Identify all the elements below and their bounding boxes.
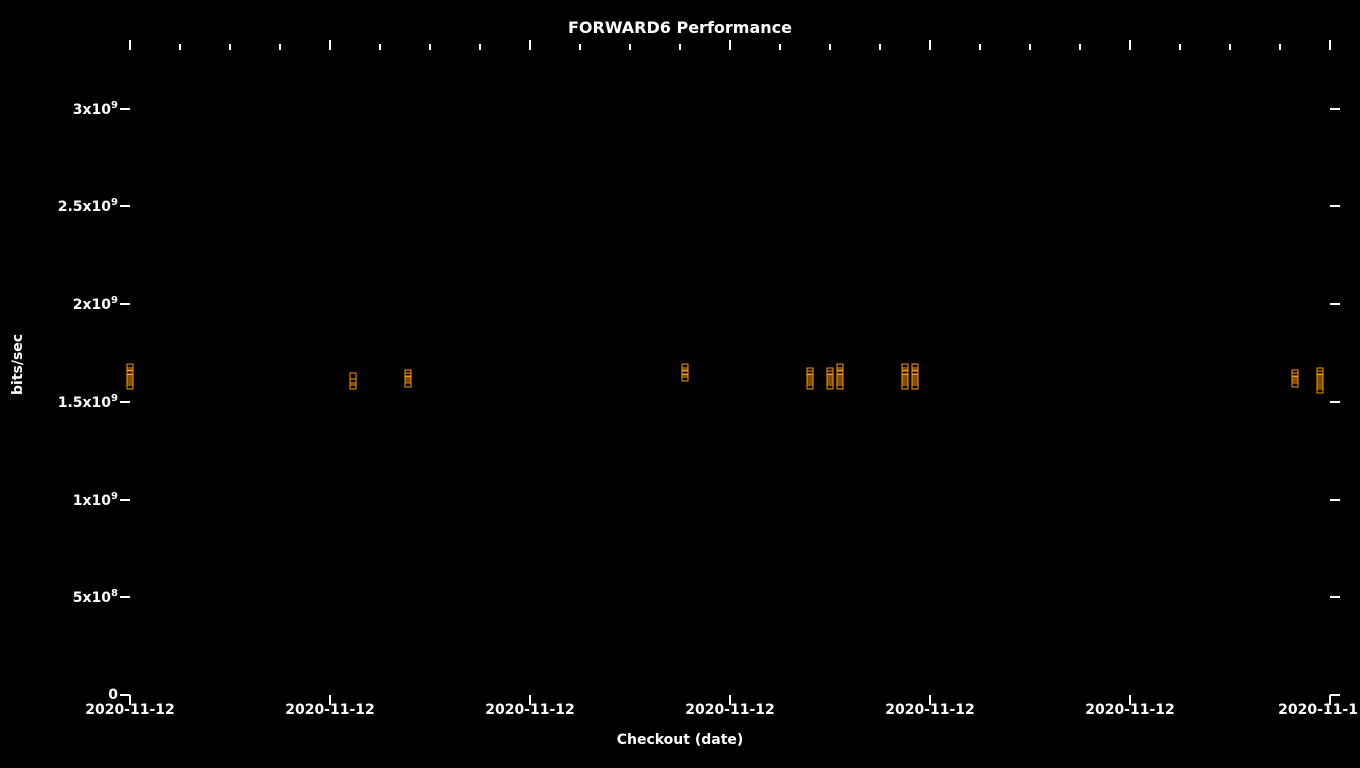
xtick-top-minor — [1079, 44, 1081, 50]
xtick-top-minor — [1279, 44, 1281, 50]
ytick-label: 1x109 — [18, 491, 118, 509]
scatter-marker — [127, 383, 134, 390]
xtick-top-minor — [479, 44, 481, 50]
ytick-left — [120, 108, 130, 110]
xtick-label: 2020-11-12 — [285, 702, 375, 718]
ytick-label: 2x109 — [18, 295, 118, 313]
ytick-left — [120, 401, 130, 403]
ytick-label: 3x109 — [18, 100, 118, 118]
xtick-top-minor — [1029, 44, 1031, 50]
xtick-label: 2020-11-12 — [85, 702, 175, 718]
ytick-label: 5x108 — [18, 588, 118, 606]
xtick-top-minor — [429, 44, 431, 50]
ytick-right — [1330, 303, 1340, 305]
ytick-right — [1330, 499, 1340, 501]
ytick-left — [120, 205, 130, 207]
xtick-top-minor — [679, 44, 681, 50]
xtick-top-minor — [629, 44, 631, 50]
scatter-marker — [827, 383, 834, 390]
ytick-label: 2.5x109 — [18, 198, 118, 216]
xtick-label: 2020-11-12 — [885, 702, 975, 718]
xtick-top-major — [929, 40, 931, 50]
xtick-top-minor — [979, 44, 981, 50]
scatter-marker — [349, 383, 356, 390]
xtick-top-minor — [1179, 44, 1181, 50]
ytick-label: 0 — [18, 687, 118, 703]
xtick-label: 2020-11-1 — [1278, 702, 1358, 718]
ytick-label: 1.5x109 — [18, 393, 118, 411]
chart-title: FORWARD6 Performance — [0, 18, 1360, 37]
xtick-top-major — [1129, 40, 1131, 50]
xtick-top-minor — [879, 44, 881, 50]
xtick-label: 2020-11-12 — [1085, 702, 1175, 718]
xtick-top-major — [729, 40, 731, 50]
xtick-top-minor — [229, 44, 231, 50]
xtick-top-minor — [179, 44, 181, 50]
xtick-top-major — [129, 40, 131, 50]
x-axis-label: Checkout (date) — [0, 732, 1360, 748]
ytick-right — [1330, 205, 1340, 207]
ytick-right — [1330, 401, 1340, 403]
chart-container: FORWARD6 Performance bits/sec Checkout (… — [0, 0, 1360, 768]
ytick-right — [1330, 108, 1340, 110]
xtick-top-minor — [279, 44, 281, 50]
scatter-marker — [902, 383, 909, 390]
scatter-marker — [404, 381, 411, 388]
xtick-top-major — [1329, 40, 1331, 50]
plot-area — [130, 50, 1330, 695]
xtick-top-minor — [379, 44, 381, 50]
scatter-marker — [1317, 387, 1324, 394]
ytick-left — [120, 303, 130, 305]
xtick-top-major — [329, 40, 331, 50]
xtick-label: 2020-11-12 — [485, 702, 575, 718]
ytick-left — [120, 499, 130, 501]
xtick-top-minor — [779, 44, 781, 50]
ytick-right — [1330, 694, 1340, 696]
xtick-top-minor — [829, 44, 831, 50]
scatter-marker — [1292, 381, 1299, 388]
ytick-right — [1330, 596, 1340, 598]
scatter-marker — [807, 383, 814, 390]
scatter-marker — [912, 383, 919, 390]
xtick-top-minor — [579, 44, 581, 50]
xtick-top-major — [529, 40, 531, 50]
scatter-marker — [837, 383, 844, 390]
scatter-marker — [682, 375, 689, 382]
xtick-label: 2020-11-12 — [685, 702, 775, 718]
ytick-left — [120, 596, 130, 598]
y-axis-label: bits/sec — [10, 334, 26, 395]
xtick-top-minor — [1229, 44, 1231, 50]
